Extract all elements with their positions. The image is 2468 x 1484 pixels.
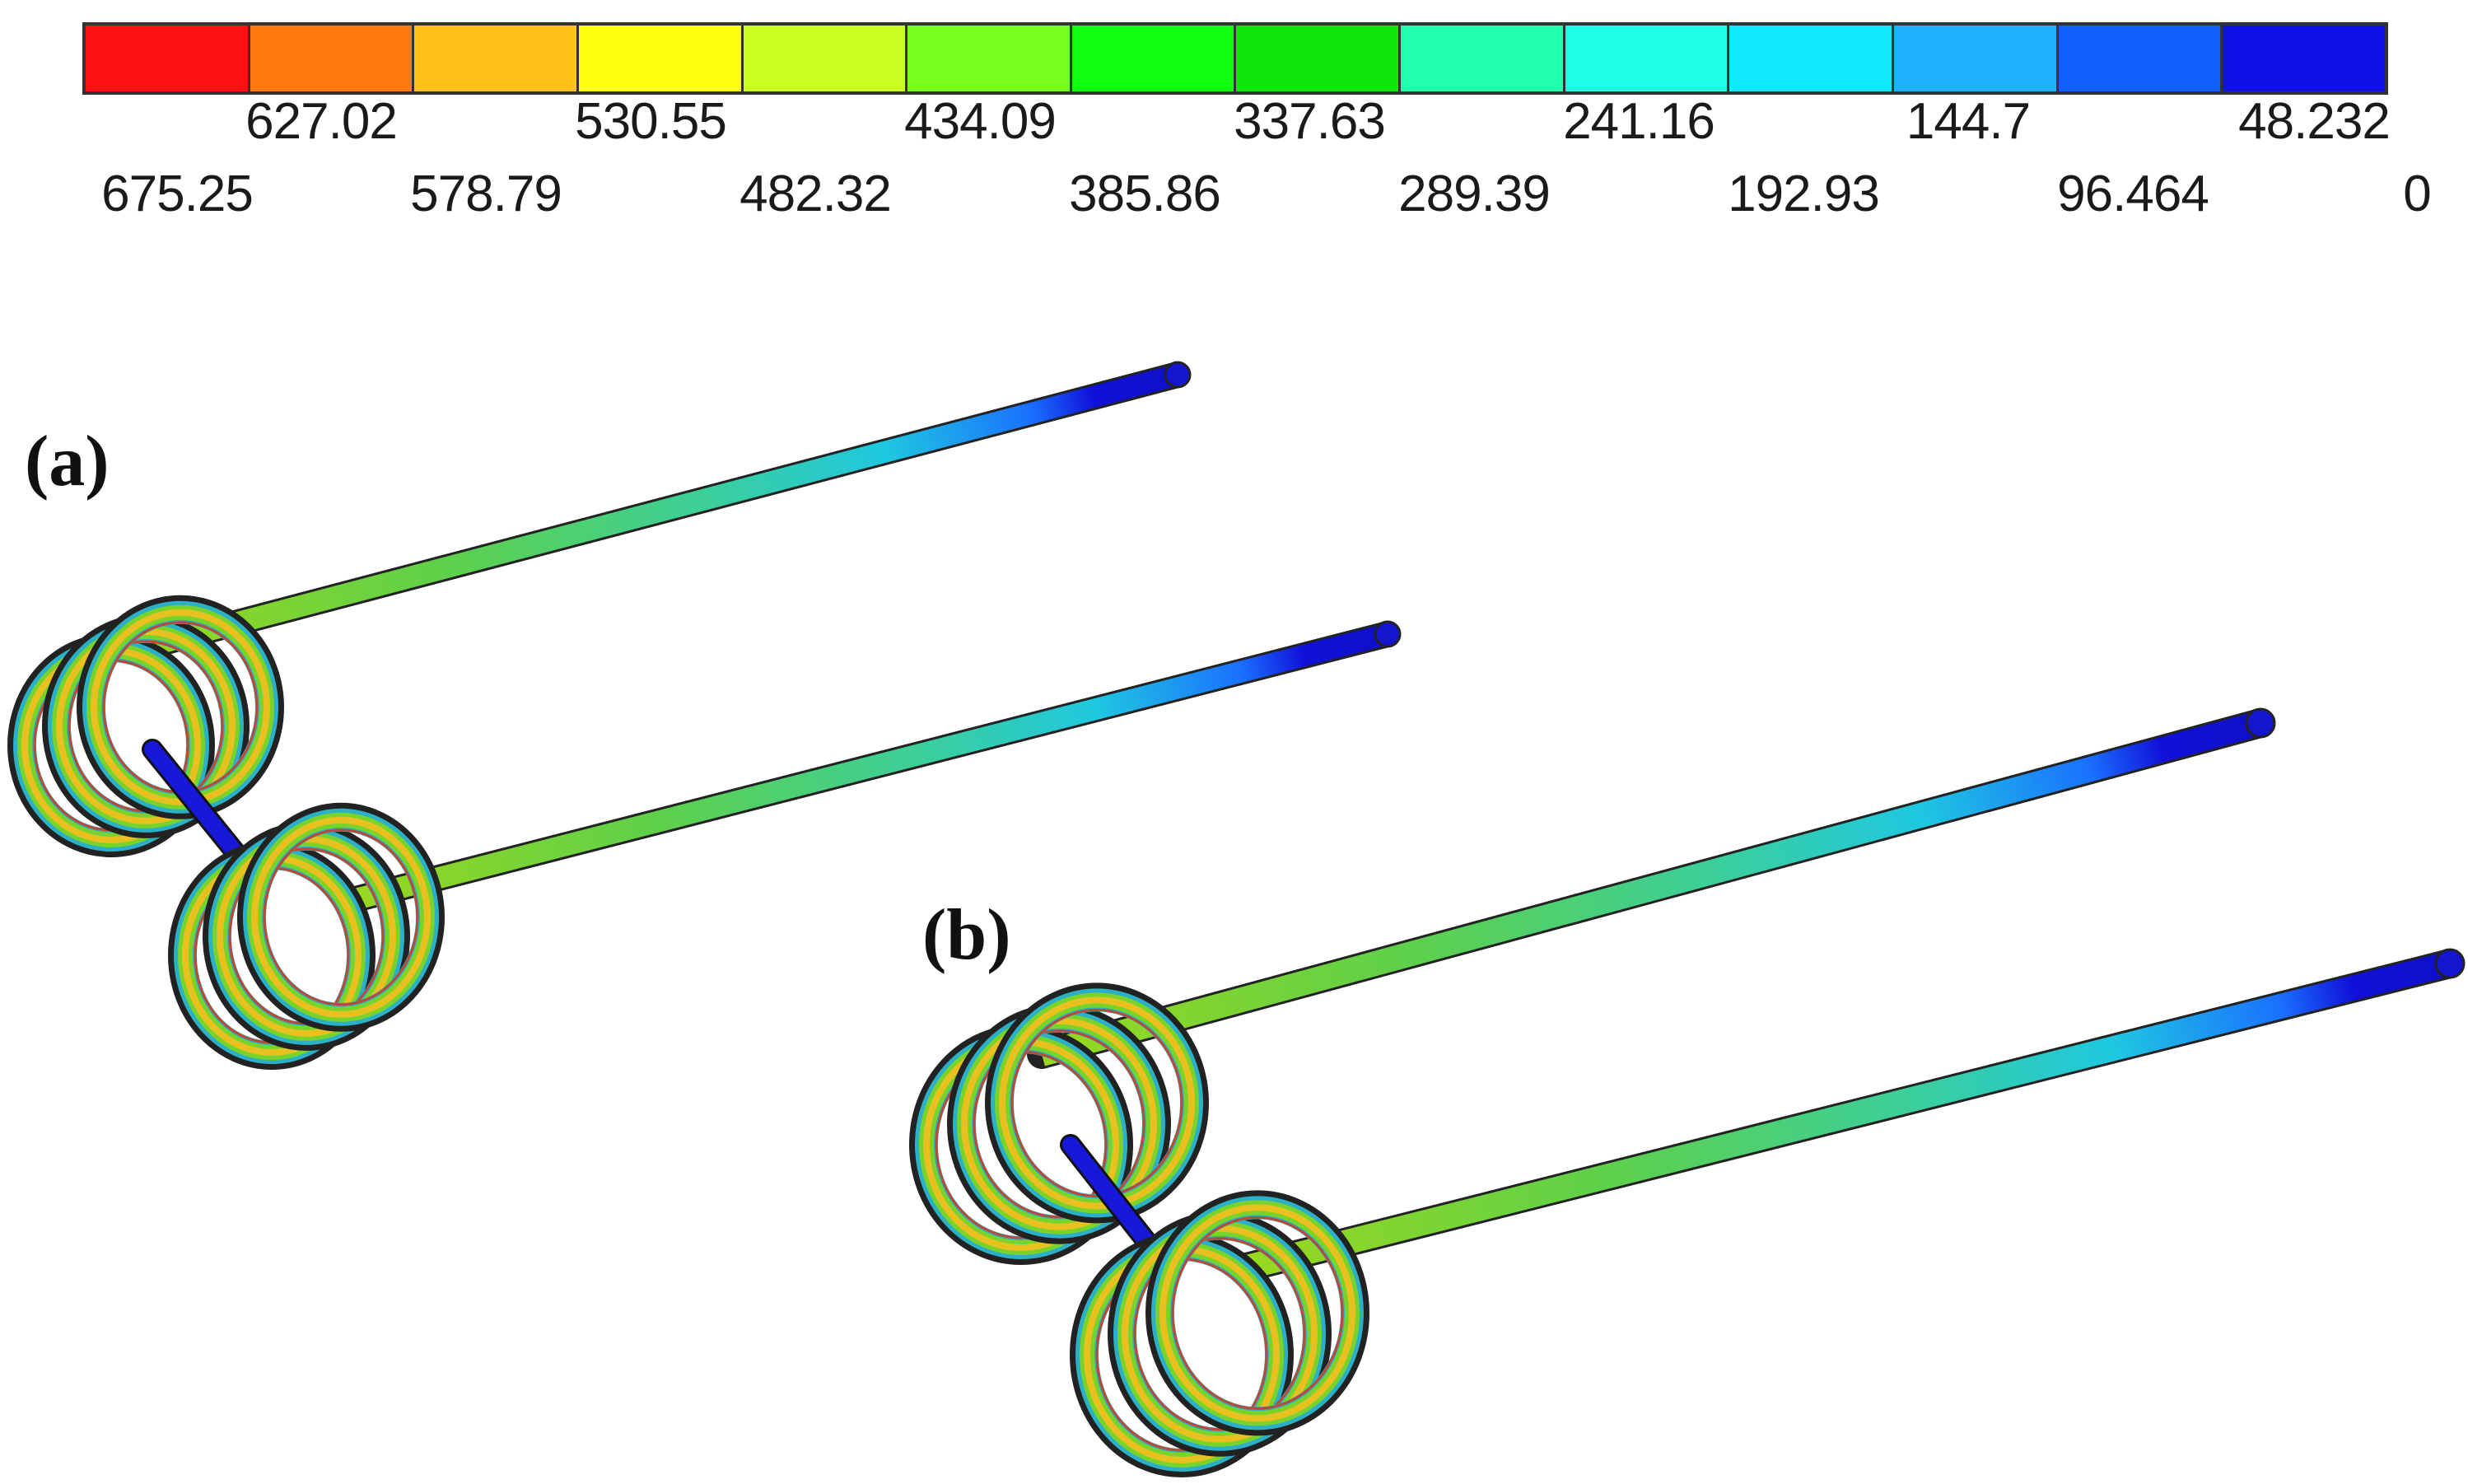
coil-ring-core [251,816,431,1018]
spring-arm [1240,951,2453,1281]
legend-swatch [250,26,415,91]
legend-tick-label: 96.464 [2057,166,2209,222]
coil-ring-core [1159,1204,1355,1422]
legend-swatch [578,26,744,91]
legend-swatch [1894,26,2059,91]
coil-ring-hot [263,828,419,1006]
legend-swatch [1236,26,1402,91]
color-legend-bar [82,22,2388,95]
legend-tick-label: 337.63 [1234,93,1386,150]
legend-tick-label: 385.86 [1069,166,1221,222]
legend-tick-label: 241.16 [1563,93,1715,150]
spring-arm-tip [2245,707,2276,739]
spring-a [7,361,1402,1070]
spring-arm-tip [2434,948,2466,979]
coil-ring-hot [1133,1237,1306,1431]
legend-tick-label: 530.55 [575,93,727,150]
legend-tick-label: 482.32 [739,166,892,222]
coil-ring-hot [1171,1216,1344,1410]
legend-tick-label: 0 [2403,166,2431,222]
legend-tick-label: 48.232 [2238,93,2391,150]
spring-arm [128,364,1181,661]
legend-swatch [743,26,908,91]
legend-swatch [1401,26,1565,91]
panel-label-b: (b) [922,895,1011,975]
legend-tick-label: 578.79 [410,166,562,222]
spring-b [909,707,2466,1477]
legend-tick-label: 675.25 [101,166,254,222]
legend-tick-label: 627.02 [245,93,398,150]
panel-label-a: (a) [25,422,110,502]
spring-arm [1038,711,2264,1066]
spring-arm-tip [1374,620,1402,648]
coil-bridge [144,741,247,865]
legend-swatch [2058,26,2223,91]
coil-ring-hot [973,1029,1145,1219]
legend-swatch [86,26,250,91]
legend-swatch [907,26,1072,91]
legend-swatch [2223,26,2385,91]
legend-swatch [1729,26,1895,91]
legend-swatch [1565,26,1730,91]
legend-swatch [414,26,579,91]
legend-tick-label: 434.09 [904,93,1057,150]
legend-tick-label: 289.39 [1398,166,1551,222]
coil-ring-hot [1010,1008,1183,1197]
legend-swatch [1071,26,1237,91]
spring-arm-tip [1164,361,1192,389]
legend-tick-label: 144.7 [1906,93,2031,150]
spring-arm [343,623,1391,912]
coil-ring-core [91,609,270,805]
coil-ring-core [999,996,1195,1210]
legend-tick-label: 192.93 [1728,166,1880,222]
